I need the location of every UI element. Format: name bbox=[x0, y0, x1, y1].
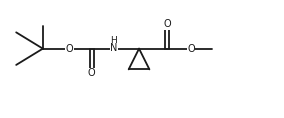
Text: H: H bbox=[110, 36, 117, 45]
Text: O: O bbox=[88, 68, 95, 78]
Text: N: N bbox=[110, 43, 118, 53]
Text: O: O bbox=[66, 44, 73, 54]
Text: O: O bbox=[187, 44, 195, 54]
Text: O: O bbox=[163, 19, 171, 29]
